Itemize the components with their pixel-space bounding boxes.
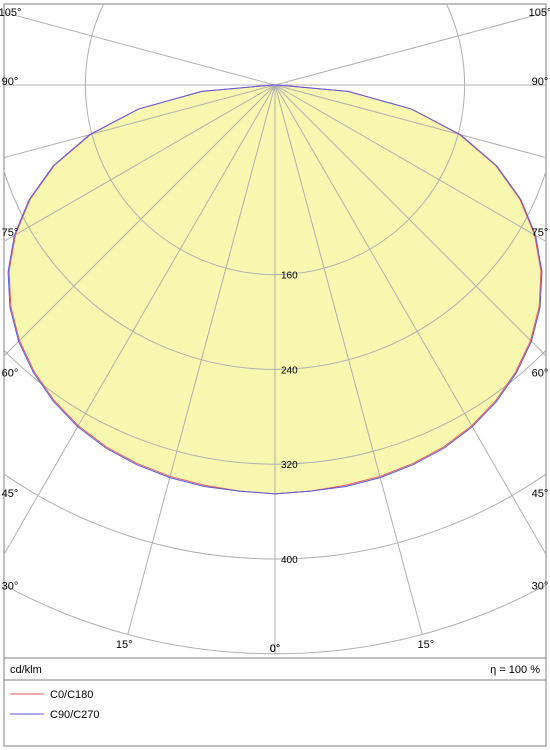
svg-text:30°: 30° <box>2 581 19 593</box>
svg-text:30°: 30° <box>532 581 549 593</box>
svg-text:C0/C180: C0/C180 <box>50 689 93 701</box>
svg-text:400: 400 <box>281 555 298 566</box>
svg-text:0°: 0° <box>270 643 281 655</box>
svg-text:15°: 15° <box>116 639 133 651</box>
svg-text:320: 320 <box>281 460 298 471</box>
svg-text:90°: 90° <box>532 76 549 88</box>
svg-text:45°: 45° <box>2 488 19 500</box>
svg-text:75°: 75° <box>532 227 549 239</box>
svg-text:105°: 105° <box>0 7 21 19</box>
svg-text:90°: 90° <box>2 76 19 88</box>
svg-text:15°: 15° <box>418 639 435 651</box>
svg-text:η = 100 %: η = 100 % <box>490 664 540 676</box>
svg-text:45°: 45° <box>532 488 549 500</box>
polar-chart: 1602403204000°0°15°15°30°30°45°45°60°60°… <box>0 0 550 750</box>
svg-text:240: 240 <box>281 365 298 376</box>
svg-text:C90/C270: C90/C270 <box>50 709 100 721</box>
svg-text:cd/klm: cd/klm <box>10 664 42 676</box>
svg-text:105°: 105° <box>529 7 550 19</box>
svg-text:60°: 60° <box>532 367 549 379</box>
svg-text:60°: 60° <box>2 367 19 379</box>
svg-text:75°: 75° <box>2 227 19 239</box>
svg-text:160: 160 <box>281 271 298 282</box>
